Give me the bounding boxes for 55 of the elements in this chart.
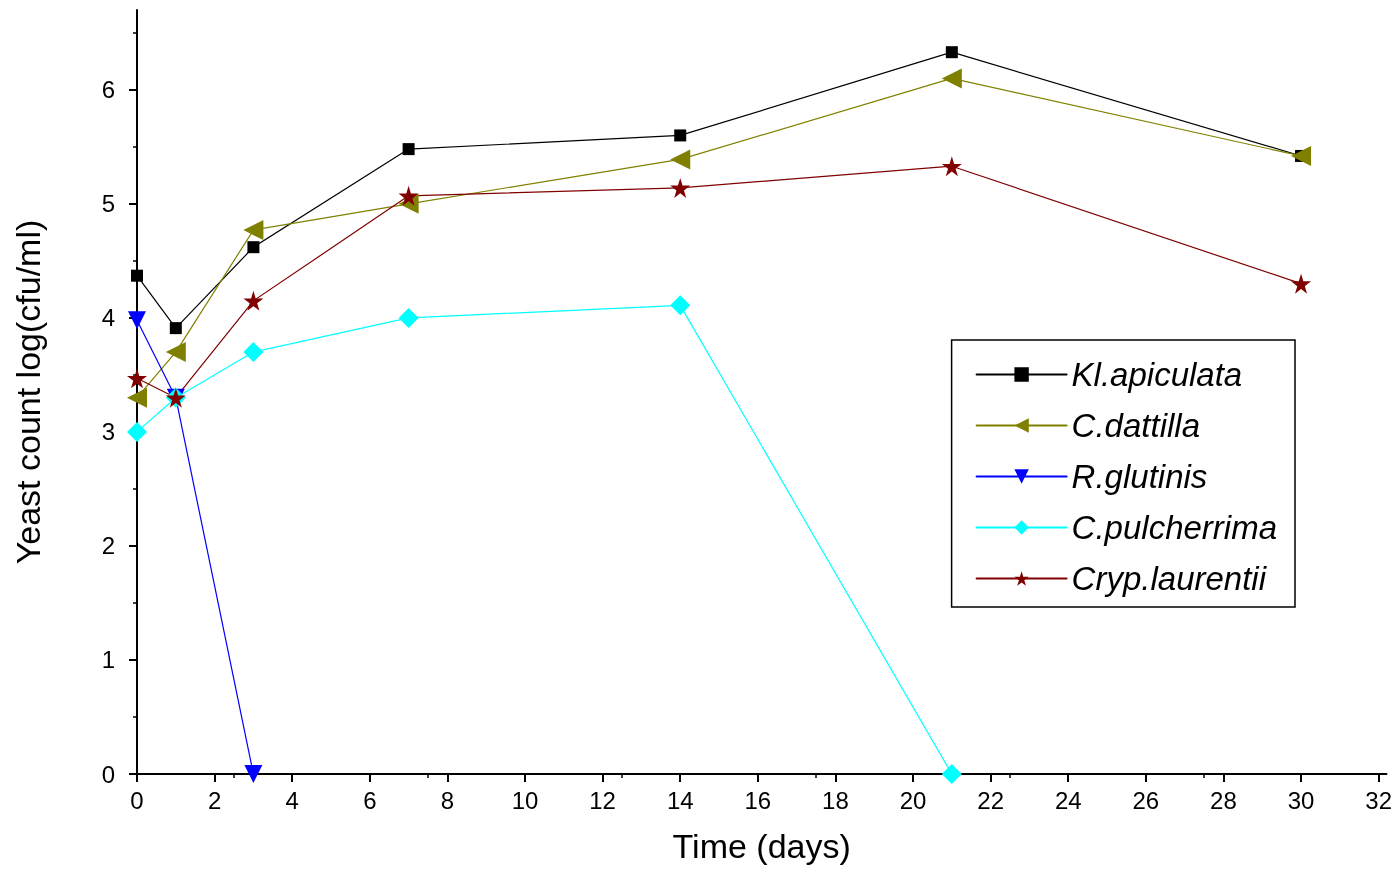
point (128, 311, 146, 330)
x-tick-label: 0 (130, 786, 144, 814)
legend-label: Kl.apiculata (1071, 356, 1243, 393)
x-tick-label: 16 (744, 786, 772, 814)
legend-label: R.glutinis (1071, 458, 1208, 495)
point (398, 185, 419, 206)
point (945, 46, 958, 59)
x-tick-label: 28 (1210, 786, 1237, 814)
point (247, 241, 260, 254)
x-tick-label: 10 (511, 786, 539, 814)
y-tick-label: 5 (101, 190, 115, 218)
x-axis-title: Time (days) (672, 827, 851, 865)
point (244, 765, 263, 783)
point (402, 143, 415, 156)
x-tick-label: 2 (207, 786, 222, 814)
x-tick-label: 12 (589, 786, 616, 814)
y-tick-label: 6 (101, 76, 115, 104)
legend-label: C.pulcherrima (1071, 509, 1278, 546)
x-tick-label: 30 (1287, 786, 1315, 814)
y-tick-label: 4 (101, 304, 115, 332)
point (941, 156, 962, 177)
x-tick-label: 4 (285, 786, 299, 814)
y-tick-label: 3 (101, 418, 115, 446)
point (398, 307, 419, 328)
point (941, 68, 962, 89)
point (169, 322, 182, 335)
point (165, 342, 186, 363)
point (670, 149, 691, 170)
x-tick-label: 32 (1365, 786, 1392, 814)
x-tick-label: 20 (899, 786, 927, 814)
point (1291, 273, 1312, 294)
point (670, 177, 691, 198)
x-tick-label: 18 (822, 786, 849, 814)
x-tick-label: 6 (363, 786, 377, 814)
y-axis-title: Yeast count log(cfu/ml) (9, 219, 47, 565)
x-tick-label: 26 (1132, 786, 1160, 814)
point (243, 220, 264, 241)
point (941, 764, 962, 784)
x-tick-label: 24 (1054, 786, 1082, 814)
x-tick-label: 22 (977, 786, 1004, 814)
point (127, 387, 147, 408)
point (127, 421, 147, 442)
point (670, 295, 691, 316)
point (243, 342, 264, 363)
y-tick-label: 1 (101, 646, 115, 674)
x-tick-label: 14 (666, 786, 694, 814)
point (127, 368, 147, 389)
legend-label: Cryp.laurentii (1071, 560, 1268, 597)
point (131, 269, 143, 282)
y-tick-label: 2 (101, 532, 115, 560)
point (243, 290, 264, 311)
point (674, 129, 687, 142)
x-tick-label: 8 (440, 786, 455, 814)
y-tick-label: 0 (101, 760, 115, 788)
legend-label: C.dattilla (1071, 407, 1200, 444)
